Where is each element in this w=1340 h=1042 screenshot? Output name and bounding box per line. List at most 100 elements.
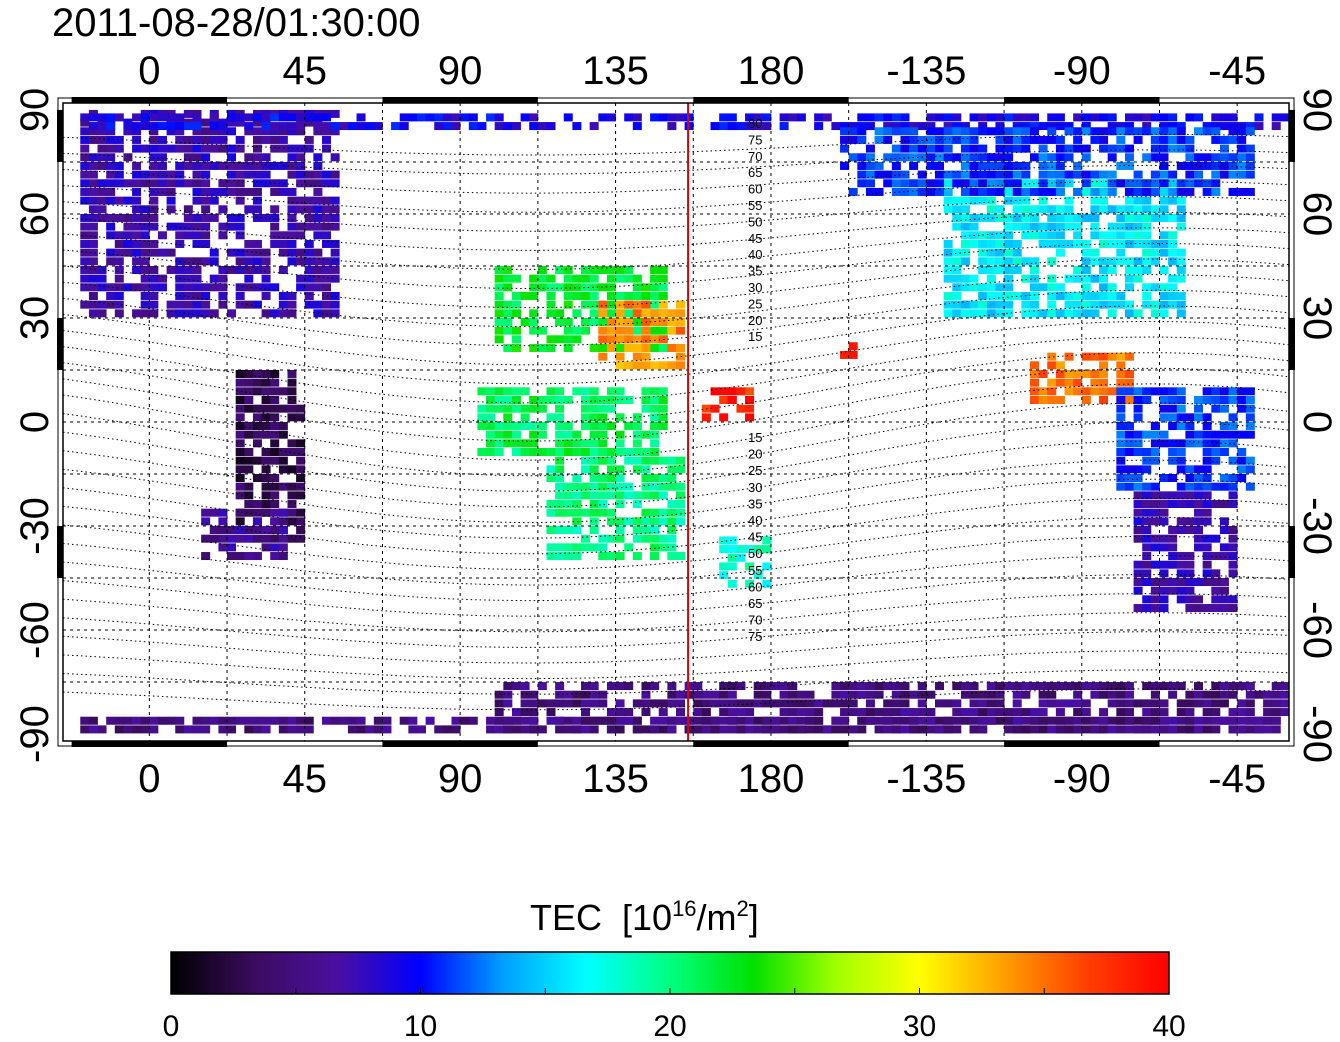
tec-cell	[995, 213, 1005, 222]
tec-region-south-america-north	[1116, 387, 1255, 491]
tec-cell	[1081, 716, 1091, 725]
tec-cell	[865, 170, 875, 179]
tec-cell	[606, 265, 616, 274]
tec-cell	[218, 135, 228, 144]
tec-cell	[1055, 135, 1065, 144]
tec-cell	[1029, 113, 1039, 122]
tec-cell	[1116, 378, 1126, 387]
tec-cell	[296, 113, 306, 122]
tec-cell	[1047, 239, 1057, 248]
tec-cell	[1116, 144, 1126, 153]
tec-cell	[278, 309, 288, 318]
tec-cell	[736, 404, 746, 413]
tec-cell	[192, 187, 202, 196]
tec-cell	[313, 222, 323, 231]
tec-cell	[641, 430, 651, 439]
tec-cell	[1176, 448, 1186, 457]
tec-cell	[278, 404, 288, 413]
tec-cell	[632, 725, 642, 734]
tec-cell	[244, 187, 254, 196]
tec-cell	[166, 205, 176, 214]
tec-cell	[175, 179, 185, 188]
tec-cell	[632, 456, 642, 465]
tec-cell	[503, 387, 513, 396]
tec-cell	[1116, 361, 1126, 370]
tec-cell	[667, 361, 677, 370]
tec-cell	[1150, 699, 1160, 708]
tec-cell	[883, 153, 893, 162]
magnetic-contour-line	[62, 133, 1290, 156]
tec-cell	[296, 474, 306, 483]
tec-cell	[88, 309, 98, 318]
tec-cell	[304, 239, 314, 248]
tec-cell	[926, 725, 936, 734]
tec-cell	[1021, 135, 1031, 144]
tec-cell	[1021, 144, 1031, 153]
tec-cell	[1133, 534, 1143, 543]
tec-cell	[615, 474, 625, 483]
tec-cell	[486, 413, 496, 422]
tec-cell	[1055, 153, 1065, 162]
tec-cell	[1185, 716, 1195, 725]
tec-cell	[1124, 430, 1134, 439]
tec-cell	[477, 422, 487, 430]
tec-cell	[252, 213, 262, 222]
tec-cell	[581, 508, 591, 517]
tec-cell	[1055, 179, 1065, 188]
tec-cell	[244, 387, 254, 396]
tec-cell	[132, 127, 142, 136]
tec-cell	[606, 326, 616, 335]
tec-cell	[304, 213, 314, 222]
tec-cell	[546, 274, 556, 283]
tec-cell	[667, 716, 677, 725]
tec-cell	[1237, 448, 1247, 457]
lon-tick-label-bottom: -135	[886, 757, 966, 801]
tec-cell	[710, 699, 720, 708]
tec-cell	[1099, 690, 1109, 699]
tec-cell	[1168, 144, 1178, 153]
contour-label: 50	[748, 546, 762, 561]
tec-cell	[1176, 526, 1186, 535]
tec-cell	[442, 725, 452, 734]
tec-cell	[684, 113, 694, 122]
tec-cell	[244, 456, 254, 465]
tec-cell	[1219, 543, 1229, 552]
tec-cell	[322, 265, 332, 274]
tec-cell	[1168, 231, 1178, 240]
tec-cell	[209, 113, 219, 122]
tec-cell	[252, 248, 262, 257]
tec-cell	[1159, 300, 1169, 309]
tec-cell	[926, 179, 936, 188]
tec-cell	[598, 422, 608, 430]
tec-cell	[563, 439, 573, 448]
tec-cell	[1116, 413, 1126, 422]
tec-cell	[1185, 595, 1195, 604]
tec-cell	[1150, 500, 1160, 509]
tec-cell	[589, 725, 599, 734]
tec-cell	[1090, 257, 1100, 266]
tec-cell	[615, 335, 625, 344]
tec-cell	[572, 508, 582, 517]
tec-cell	[615, 317, 625, 326]
tec-cell	[1142, 248, 1152, 257]
tec-cell	[796, 708, 806, 717]
tec-cell	[149, 144, 159, 153]
tec-cell	[624, 343, 634, 352]
tec-cell	[322, 135, 332, 144]
tec-cell	[719, 536, 729, 545]
tec-cell	[278, 300, 288, 309]
tec-cell	[1081, 274, 1091, 283]
tec-cell	[978, 187, 988, 196]
tec-cell	[1133, 474, 1143, 483]
tec-cell	[589, 448, 599, 457]
tec-cell	[1228, 395, 1238, 404]
tec-cell	[1219, 682, 1229, 691]
contour-label: 30	[748, 280, 762, 295]
tec-cell	[278, 127, 288, 136]
tec-cell	[995, 113, 1005, 122]
tec-cell	[261, 122, 271, 131]
tec-cell	[606, 482, 616, 491]
tec-cell	[227, 213, 237, 222]
tec-cell	[287, 213, 297, 222]
tec-cell	[88, 213, 98, 222]
